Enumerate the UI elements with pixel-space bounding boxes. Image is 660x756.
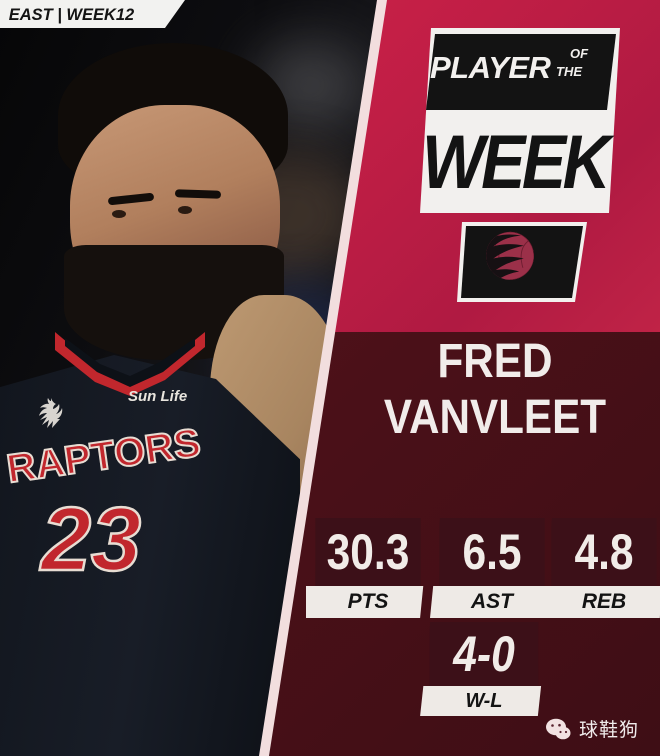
svg-text:PLAYER: PLAYER bbox=[430, 50, 552, 85]
svg-text:OF: OF bbox=[570, 46, 589, 61]
svg-text:WEEK: WEEK bbox=[422, 120, 615, 205]
svg-text:23: 23 bbox=[39, 490, 141, 590]
svg-text:RAPTORS: RAPTORS bbox=[6, 421, 203, 492]
svg-text:EAST | WEEK12: EAST | WEEK12 bbox=[9, 5, 135, 24]
svg-text:THE: THE bbox=[556, 64, 582, 79]
